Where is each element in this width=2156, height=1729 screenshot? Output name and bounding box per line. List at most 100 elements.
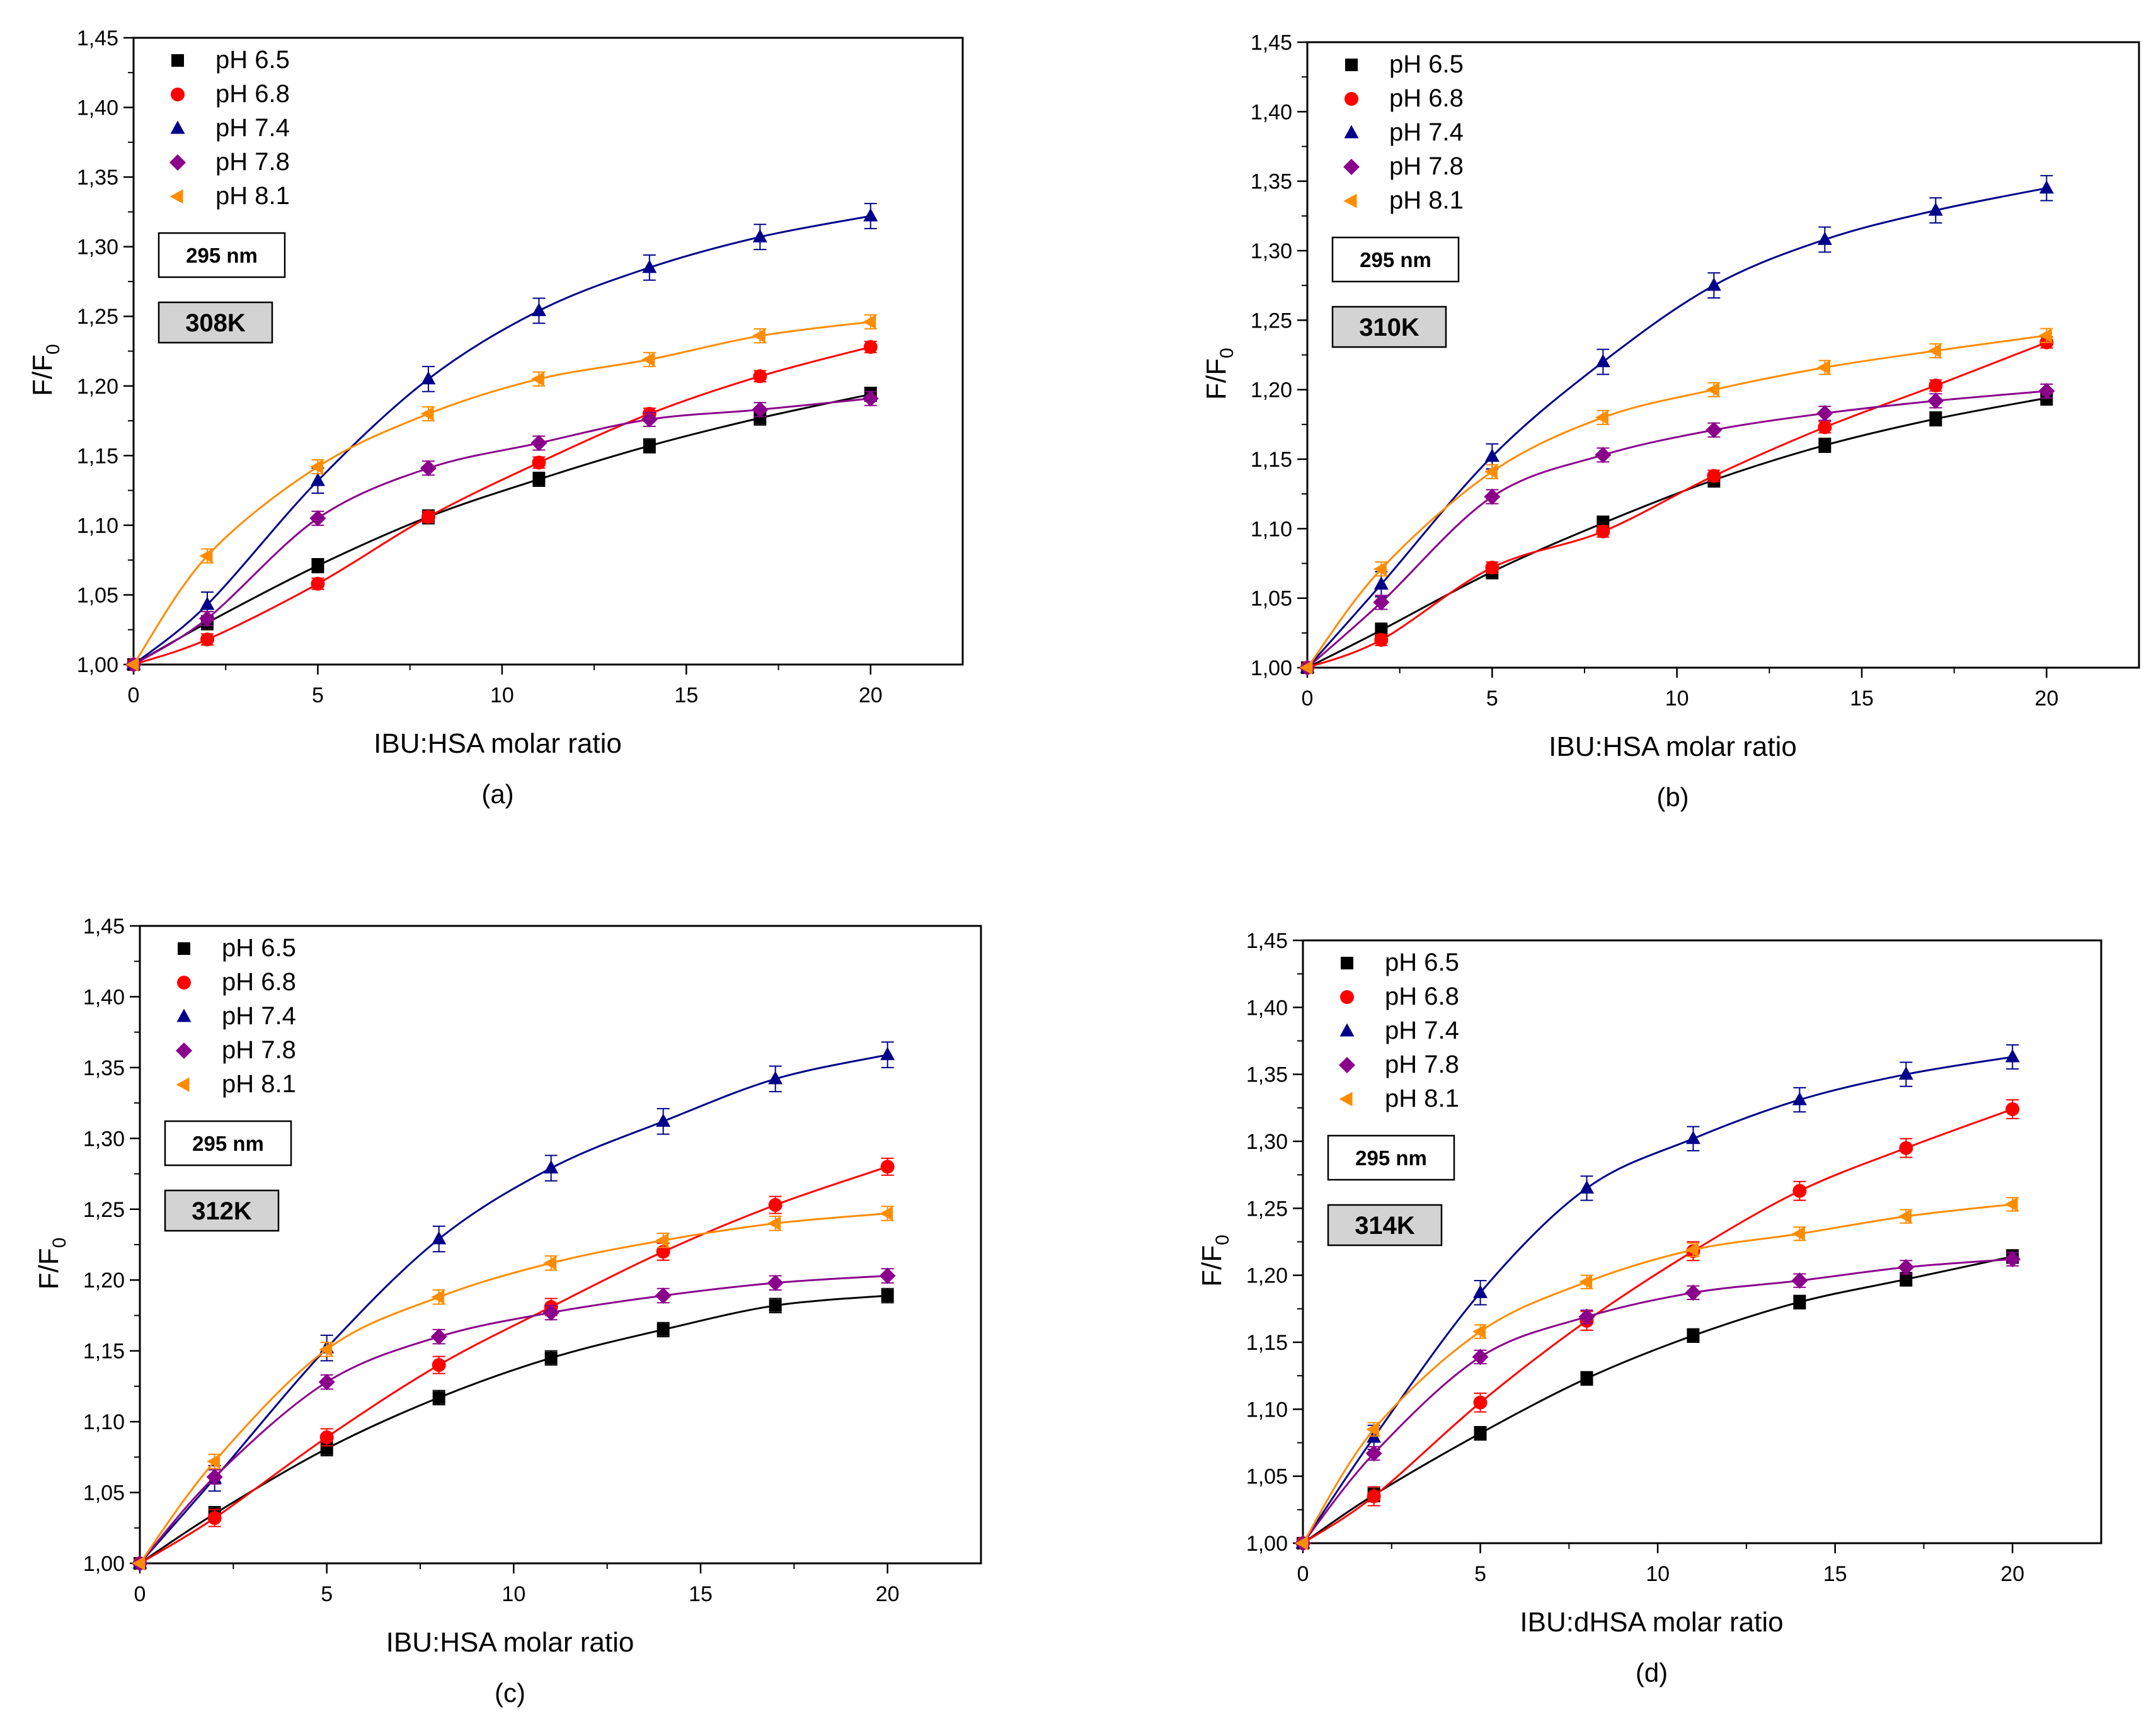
legend-marker bbox=[1345, 59, 1358, 71]
data-point bbox=[641, 352, 655, 367]
fit-curve bbox=[139, 1274, 888, 1564]
legend-marker bbox=[169, 154, 186, 171]
x-tick-label: 0 bbox=[134, 1582, 146, 1606]
data-point bbox=[1791, 1272, 1808, 1289]
y-tick-label: 1,00 bbox=[1246, 1532, 1288, 1556]
data-point bbox=[310, 472, 325, 486]
legend-label: pH 6.5 bbox=[222, 934, 296, 962]
panel-label: (c) bbox=[495, 1678, 525, 1708]
x-tick-label: 0 bbox=[1297, 1562, 1309, 1586]
legend-label: pH 8.1 bbox=[215, 182, 290, 210]
data-point bbox=[1474, 1427, 1487, 1440]
data-point bbox=[1706, 277, 1721, 291]
y-tick-label: 1,00 bbox=[83, 1552, 125, 1576]
legend: pH 6.5 pH 6.8 pH 7.4 pH 7.8 pH 8.1 bbox=[176, 934, 296, 1098]
data-point bbox=[1898, 1066, 1913, 1080]
data-point bbox=[1295, 1536, 1309, 1551]
data-point bbox=[1472, 1349, 1489, 1366]
wavelength-box bbox=[158, 232, 286, 278]
series-ph-6-5 bbox=[1297, 1249, 2019, 1549]
y-tick-label: 1,20 bbox=[1251, 379, 1292, 402]
data-point bbox=[1579, 1180, 1594, 1194]
data-point bbox=[863, 340, 878, 354]
y-tick-label: 1,35 bbox=[1246, 1063, 1288, 1087]
fit-curve bbox=[1306, 187, 2047, 668]
data-point bbox=[1899, 1141, 1913, 1155]
y-tick-label: 1,40 bbox=[83, 985, 125, 1009]
data-point bbox=[432, 1391, 445, 1404]
data-point bbox=[1366, 1422, 1380, 1437]
data-point bbox=[880, 1047, 895, 1061]
y-axis-title-main: F/F bbox=[33, 1248, 64, 1289]
legend-label: pH 7.4 bbox=[215, 114, 290, 142]
data-point bbox=[767, 1274, 784, 1291]
y-tick-label: 1,40 bbox=[1246, 996, 1288, 1020]
legend-label: pH 6.8 bbox=[215, 80, 290, 108]
wavelength-box bbox=[1327, 1134, 1455, 1181]
legend-marker bbox=[169, 189, 183, 204]
data-point bbox=[1595, 410, 1608, 425]
legend-marker bbox=[1341, 957, 1353, 969]
x-tick-label: 10 bbox=[1646, 1562, 1670, 1586]
data-point bbox=[879, 1267, 896, 1284]
panel-label: (b) bbox=[1656, 782, 1689, 812]
data-point bbox=[643, 439, 656, 452]
fit-curve bbox=[132, 321, 871, 665]
data-point bbox=[655, 1233, 669, 1248]
legend: pH 6.5 pH 6.8 pH 7.4 pH 7.8 pH 8.1 bbox=[169, 46, 290, 210]
data-point bbox=[1484, 448, 1499, 462]
series-ph-7-8 bbox=[1299, 382, 2055, 676]
data-point bbox=[862, 390, 879, 407]
y-tick-label: 1,15 bbox=[1246, 1331, 1288, 1355]
data-point bbox=[432, 1231, 447, 1245]
data-point bbox=[1375, 624, 1388, 637]
fit-curve bbox=[139, 1294, 888, 1565]
data-point bbox=[1685, 1284, 1702, 1301]
data-point bbox=[752, 229, 767, 243]
temperature-label: 314K bbox=[1355, 1212, 1415, 1240]
data-point bbox=[1373, 594, 1390, 611]
fit-curve bbox=[133, 215, 871, 666]
data-point bbox=[863, 314, 876, 329]
data-point bbox=[309, 510, 326, 527]
data-point bbox=[309, 459, 323, 474]
data-point bbox=[1817, 231, 1832, 245]
legend-marker bbox=[171, 88, 185, 101]
data-point bbox=[1595, 447, 1612, 464]
data-point bbox=[2038, 382, 2055, 399]
data-point bbox=[125, 657, 139, 672]
series-ph-6-8 bbox=[1300, 335, 2054, 675]
data-point bbox=[531, 302, 546, 316]
legend-marker bbox=[1345, 92, 1358, 106]
y-axis-title-subscript: 0 bbox=[49, 1238, 70, 1248]
data-point bbox=[544, 1160, 559, 1174]
data-point bbox=[1816, 360, 1830, 375]
data-point bbox=[542, 1304, 559, 1321]
data-point bbox=[1706, 421, 1723, 438]
y-axis-title-subscript: 0 bbox=[1217, 348, 1237, 358]
legend-marker bbox=[1339, 1092, 1353, 1107]
data-point bbox=[1791, 1226, 1805, 1241]
legend-label: pH 6.8 bbox=[1389, 84, 1464, 112]
series-ph-8-1 bbox=[125, 314, 877, 672]
data-point bbox=[1485, 561, 1499, 575]
series-ph-8-1 bbox=[1295, 1197, 2019, 1551]
data-point bbox=[1707, 469, 1721, 483]
legend-label: pH 7.8 bbox=[215, 148, 290, 176]
data-point bbox=[880, 1160, 895, 1174]
legend-label: pH 7.8 bbox=[1389, 152, 1464, 180]
data-point bbox=[1792, 1092, 1807, 1105]
data-point bbox=[421, 371, 436, 385]
series-ph-7-4 bbox=[1295, 1044, 2020, 1549]
temperature-box bbox=[158, 301, 273, 344]
series-ph-6-5 bbox=[127, 386, 877, 671]
y-tick-label: 1,35 bbox=[77, 166, 118, 190]
legend-marker bbox=[1339, 1023, 1355, 1037]
data-point bbox=[432, 1358, 446, 1372]
data-point bbox=[2005, 1049, 2020, 1063]
legend-label: pH 7.4 bbox=[1389, 118, 1464, 146]
data-point bbox=[752, 328, 765, 343]
data-point bbox=[311, 559, 324, 573]
data-point bbox=[2004, 1251, 2021, 1268]
data-point bbox=[1367, 1489, 1381, 1504]
